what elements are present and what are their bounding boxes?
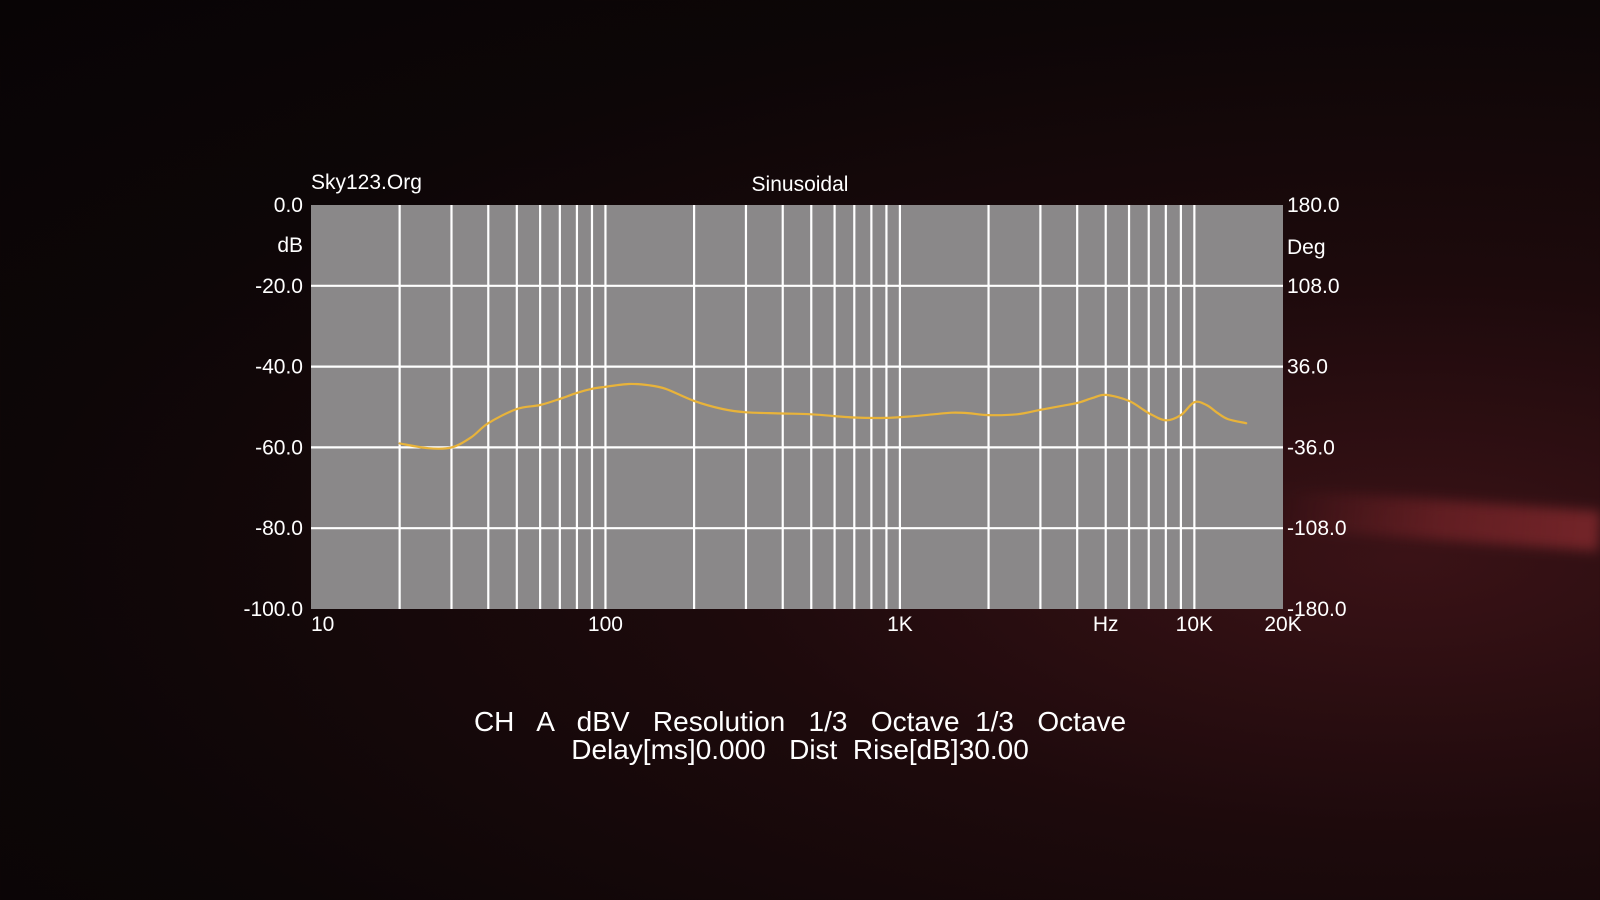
y2-axis-ticks: 180.0 108.0 36.0 -36.0 -108.0 -180.0 <box>1287 194 1347 621</box>
y-tick-label-3: -60.0 <box>255 436 303 459</box>
x-tick-label-2: 1K <box>887 613 913 636</box>
y2-tick-label-1: 108.0 <box>1287 275 1340 298</box>
vertical-grid <box>398 205 1196 609</box>
x-tick-label-3: Hz <box>1093 613 1119 636</box>
x-tick-label-5: 20K <box>1264 613 1301 636</box>
chart-title: Sinusoidal <box>752 173 849 196</box>
y-axis-ticks: 0.0 -20.0 -40.0 -60.0 -80.0 -100.0 <box>243 194 303 621</box>
y2-tick-label-3: -36.0 <box>1287 436 1335 459</box>
brand-label: Sky123.Org <box>311 171 422 194</box>
horizontal-grid <box>311 284 1283 530</box>
y2-axis-label: Deg <box>1287 236 1326 259</box>
plot-area <box>311 205 1283 609</box>
y2-tick-label-0: 180.0 <box>1287 194 1340 217</box>
y-tick-label-0: 0.0 <box>274 194 303 217</box>
x-axis-ticks: 10 100 1K Hz 10K 20K <box>311 613 1302 636</box>
x-tick-label-0: 10 <box>311 613 334 636</box>
y2-tick-label-2: 36.0 <box>1287 356 1328 379</box>
x-tick-label-1: 100 <box>588 613 623 636</box>
y-axis-label: dB <box>277 234 303 257</box>
x-tick-label-4: 10K <box>1176 613 1213 636</box>
y-tick-label-4: -80.0 <box>255 517 303 540</box>
y2-tick-label-4: -108.0 <box>1287 517 1347 540</box>
y2-tick-label-5: -180.0 <box>1287 598 1347 621</box>
y-tick-label-2: -40.0 <box>255 356 303 379</box>
footer-line-2: Delay[ms]0.000 Dist Rise[dB]30.00 <box>571 734 1029 765</box>
y-tick-label-5: -100.0 <box>243 598 303 621</box>
y-tick-label-1: -20.0 <box>255 275 303 298</box>
series-line <box>398 382 1248 450</box>
footer-line-1: CH A dBV Resolution 1/3 Octave 1/3 Octav… <box>473 706 1127 737</box>
